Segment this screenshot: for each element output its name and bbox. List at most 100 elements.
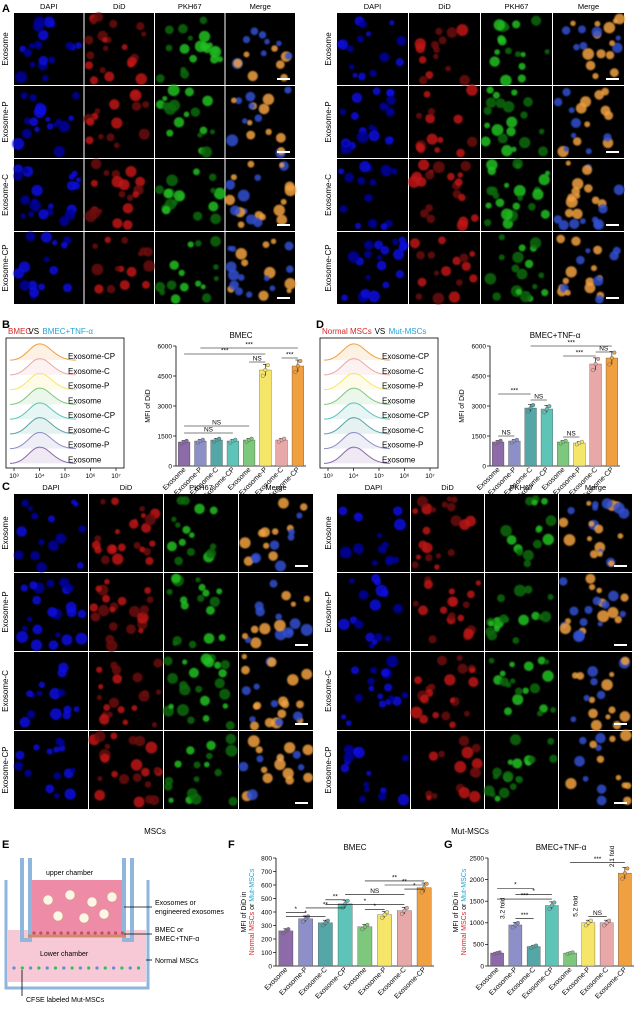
significance-label: *** — [221, 348, 229, 355]
significance-label: * — [514, 882, 517, 889]
grid-a-left-tile — [155, 84, 225, 158]
flow-sample-label: Exosome-C — [68, 426, 110, 435]
grid-a-right-tile — [553, 86, 624, 158]
flow-axis-tick: 10⁶ — [400, 473, 410, 480]
grid-c-left-tile — [14, 652, 88, 730]
grid-c-right-tile — [411, 494, 484, 572]
chart-title: BMEC — [343, 843, 366, 852]
caption-mscs: MSCs — [144, 827, 166, 836]
label-normal-mscs: Normal MSCs — [155, 958, 199, 965]
flow-title-cyan: Mut-MSCs — [389, 327, 427, 336]
grid-a-left-tile — [84, 232, 155, 304]
grid-c-right-row-label: Exosome-C — [324, 670, 333, 712]
grid-c-left-channel-label: Merge — [265, 483, 286, 492]
flow-sample-label: Exosome-C — [382, 426, 424, 435]
grid-c-right-tile — [410, 652, 484, 730]
bmec-cell — [66, 931, 70, 935]
grid-a-left-tile — [12, 86, 84, 158]
y-tick-label: 4500 — [472, 373, 487, 380]
flow-histogram-curve — [9, 372, 77, 391]
msc-cell — [37, 966, 41, 970]
bar — [540, 408, 553, 467]
grid-a-left-channel-label: DiD — [113, 2, 126, 11]
bar — [599, 922, 614, 967]
y-tick-label: 300 — [261, 923, 272, 930]
flow-sample-label: Exosome-P — [68, 382, 109, 391]
grid-a-right-tile — [553, 159, 625, 231]
msc-cell — [62, 966, 66, 970]
flow-axis-tick: 10⁴ — [348, 473, 358, 480]
grid-a-right-tile — [481, 13, 552, 87]
bar — [275, 439, 288, 467]
bar — [589, 363, 602, 467]
significance-label: * — [532, 888, 535, 895]
grid-c-right-tile — [337, 652, 410, 730]
grid-c-left-tile — [89, 573, 163, 652]
flow-histogram-curve — [323, 358, 391, 376]
flow-axis-tick: 10⁴ — [34, 473, 44, 480]
grid-a-left-tile — [13, 231, 84, 304]
insert-wall-right — [122, 858, 134, 942]
significance-label: * — [364, 898, 367, 905]
bmec-cell — [32, 931, 36, 935]
y-axis-label-line1: MFI of DiD in — [453, 891, 460, 932]
bar — [605, 357, 618, 467]
bmec-cell — [59, 931, 63, 935]
grid-c-right-tile — [337, 731, 410, 809]
label-exosomes: Exosomes or — [155, 900, 197, 907]
fold-change-label: 3.2 fold — [499, 897, 506, 919]
y-tick-label: 4500 — [158, 373, 173, 380]
grid-c-right-tile — [337, 573, 410, 651]
grid-c-right-tile — [337, 494, 410, 572]
caption-mut-mscs: Mut-MSCs — [451, 827, 489, 836]
label-engineered-exosomes: engineered exosomes — [155, 909, 224, 916]
msc-cell — [120, 966, 124, 970]
flow-sample-label: Exosome — [382, 396, 416, 405]
y-axis-label: MFI of DiD — [145, 389, 152, 422]
bmec-cell — [114, 931, 118, 935]
exosome-dot — [52, 910, 64, 922]
grid-a-left-row-label: Exosome-P — [1, 101, 10, 142]
grid-c-left-tile — [89, 494, 163, 572]
grid-c-left-tile — [163, 731, 238, 809]
msc-cell — [29, 966, 33, 970]
y-tick-label: 1500 — [470, 899, 485, 906]
y-tick-label: 200 — [261, 936, 272, 943]
msc-cell — [70, 966, 74, 970]
grid-c-left-tile — [164, 573, 238, 651]
y-tick-label: 100 — [261, 950, 272, 957]
y-tick-label: 0 — [268, 963, 272, 970]
grid-a-left-tile — [155, 159, 226, 231]
y-tick-label: 1500 — [158, 433, 173, 440]
exosome-dot — [42, 894, 54, 906]
grid-a-right-tile — [481, 158, 552, 231]
grid-a-right-tile — [408, 159, 480, 231]
flow-histogram-curve — [9, 358, 77, 376]
bar — [337, 903, 353, 967]
flow-histogram-curve — [323, 372, 391, 391]
bmec-cell — [39, 931, 43, 935]
y-tick-label: 2000 — [470, 877, 485, 884]
exosome-dot — [78, 912, 90, 924]
y-axis-label-line2: Normal MSCs or Mut-MSCs — [249, 868, 256, 955]
msc-cell — [20, 966, 24, 970]
flow-sample-label: Exosome — [68, 455, 102, 464]
grid-a-left-tile — [225, 232, 296, 304]
y-tick-label: 800 — [261, 855, 272, 862]
chart-title: BMEC — [229, 331, 252, 340]
exosome-dot — [106, 891, 118, 903]
bar — [573, 442, 586, 467]
significance-label: *** — [594, 856, 602, 863]
grid-c-right-tile — [483, 731, 558, 809]
grid-a-right-tile — [481, 232, 552, 304]
grid-c-right-channel-label: DiD — [441, 483, 454, 492]
bar — [492, 441, 505, 467]
chart-title: BMEC+TNF-α — [530, 331, 581, 340]
exosome-dot — [98, 908, 110, 920]
label-upper-chamber: upper chamber — [46, 870, 94, 877]
bmec-cell — [100, 931, 104, 935]
grid-c-left-row-label: Exosome-CP — [1, 746, 10, 793]
msc-cell — [53, 966, 58, 970]
significance-label: NS — [502, 430, 512, 437]
